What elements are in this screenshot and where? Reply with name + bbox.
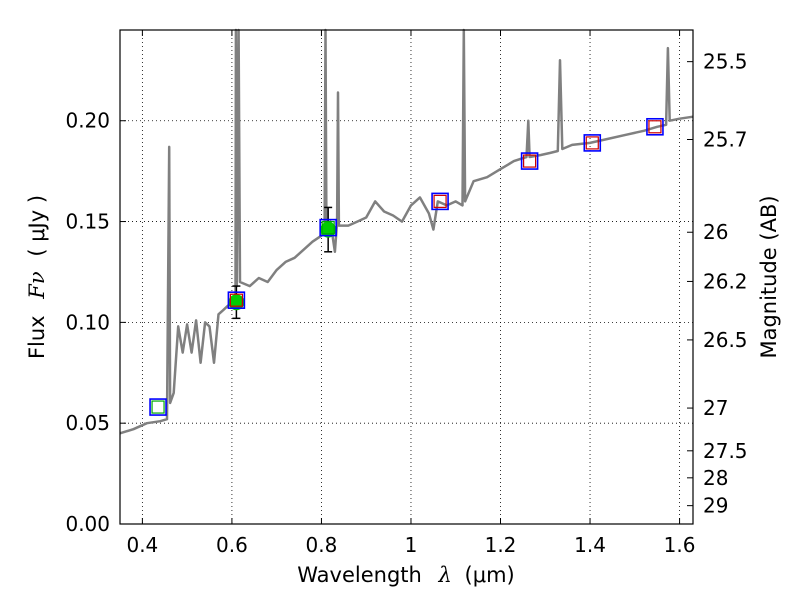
- mag-tick-label: 26.2: [703, 269, 748, 293]
- x-tick-label: 0.8: [306, 533, 338, 557]
- x-tick-label: 1.4: [574, 533, 606, 557]
- x-tick-label: 1.2: [485, 533, 517, 557]
- grid-lines: [120, 30, 693, 525]
- y-axis-label: Flux Fν ( μJy ): [25, 195, 49, 359]
- blue-square-marker: [431, 192, 449, 211]
- x-tick-label: 1.6: [664, 533, 696, 557]
- plot-frame: [119, 29, 694, 525]
- mag-tick-label: 29: [703, 494, 728, 518]
- inner-square-marker: [151, 400, 165, 414]
- inner-square-marker: [433, 194, 447, 208]
- blue-square-marker: [227, 291, 246, 309]
- inner-square-marker: [229, 293, 243, 307]
- model-spectrum: [119, 28, 694, 435]
- mag-tick-label: 27.5: [703, 439, 748, 463]
- x-tick-label: 0.6: [216, 533, 248, 557]
- mag-tick-label: 25.5: [703, 50, 748, 74]
- inner-square-marker: [648, 120, 662, 134]
- mag-tick-label: 27: [703, 396, 728, 420]
- mag-tick-label: 26.5: [703, 328, 748, 352]
- x-tick-label: 0.4: [126, 533, 158, 557]
- inner-square-marker: [585, 136, 599, 150]
- inner-square-marker: [523, 154, 537, 168]
- right-axis-label: Magnitude (AB): [757, 195, 781, 358]
- blue-square-marker: [646, 117, 664, 136]
- mag-tick-label: 25.7: [703, 127, 748, 151]
- y-tick-label: 0.20: [65, 109, 110, 133]
- inner-square-marker: [321, 221, 335, 235]
- x-tick-label: 1: [405, 533, 418, 557]
- y-tick-label: 0.10: [65, 310, 110, 334]
- y-tick-label: 0.00: [65, 512, 110, 536]
- blue-square-marker: [520, 152, 539, 170]
- y-tick-label: 0.05: [65, 411, 110, 435]
- blue-square-marker: [319, 218, 337, 237]
- blue-square-marker: [149, 398, 167, 416]
- photometry-points: [149, 117, 664, 416]
- mag-tick-label: 26: [703, 220, 728, 244]
- x-axis-label: Wavelength λ (μm): [297, 563, 514, 587]
- mag-tick-label: 28: [703, 466, 728, 490]
- y-tick-label: 0.15: [65, 210, 110, 234]
- blue-square-marker: [583, 134, 602, 152]
- axis-ticks: 0.4 0.6 0.8 1 1.2 1.4 1.6 0.00 0.05 0.10 0.15 0.20 2…: [65, 30, 748, 557]
- spectrum-line: [119, 28, 694, 435]
